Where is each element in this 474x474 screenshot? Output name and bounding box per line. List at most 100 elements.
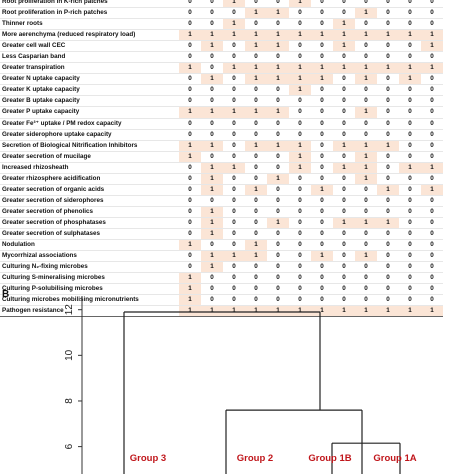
trait-value: 0 bbox=[179, 129, 201, 141]
group-label: Group 1B bbox=[308, 453, 351, 464]
trait-value: 1 bbox=[179, 151, 201, 163]
trait-value: 1 bbox=[399, 62, 421, 75]
table-row: Greater cell wall CEC 0 1 0 1 1 0 0 1 0 0 0 1 bbox=[0, 40, 443, 53]
trait-value: 0 bbox=[267, 206, 289, 218]
trait-value: 0 bbox=[421, 0, 443, 9]
trait-value: 0 bbox=[377, 18, 399, 31]
trait-label: Culturing S-mineralising microbes bbox=[0, 272, 179, 285]
trait-value: 0 bbox=[377, 173, 399, 185]
trait-value: 0 bbox=[223, 206, 245, 218]
trait-value: 0 bbox=[223, 151, 245, 163]
trait-value: 1 bbox=[289, 73, 311, 86]
trait-value: 1 bbox=[245, 106, 267, 119]
trait-value: 0 bbox=[245, 261, 267, 274]
trait-value: 1 bbox=[179, 239, 201, 252]
trait-value: 0 bbox=[377, 106, 399, 119]
trait-value: 0 bbox=[245, 294, 267, 307]
dendrogram-branches bbox=[123, 311, 401, 474]
trait-value: 0 bbox=[399, 272, 421, 285]
trait-value: 0 bbox=[201, 7, 223, 20]
trait-value: 0 bbox=[179, 18, 201, 31]
trait-value: 0 bbox=[289, 7, 311, 20]
trait-value: 0 bbox=[223, 73, 245, 86]
trait-label: More aerenchyma (reduced respiratory loa… bbox=[0, 29, 179, 42]
trait-value: 0 bbox=[245, 0, 267, 9]
trait-value: 0 bbox=[399, 7, 421, 20]
trait-value: 1 bbox=[245, 40, 267, 53]
trait-value: 0 bbox=[333, 51, 355, 64]
trait-value: 1 bbox=[355, 29, 377, 42]
trait-value: 1 bbox=[245, 140, 267, 152]
trait-value: 0 bbox=[311, 206, 333, 218]
trait-value: 1 bbox=[355, 173, 377, 185]
trait-value: 0 bbox=[421, 129, 443, 141]
trait-value: 0 bbox=[333, 173, 355, 185]
trait-value: 1 bbox=[333, 18, 355, 31]
trait-value: 0 bbox=[223, 95, 245, 108]
trait-value: 0 bbox=[399, 228, 421, 241]
trait-value: 1 bbox=[223, 62, 245, 75]
trait-value: 0 bbox=[311, 228, 333, 241]
trait-value: 0 bbox=[311, 106, 333, 119]
trait-value: 1 bbox=[201, 206, 223, 218]
trait-value: 0 bbox=[421, 18, 443, 31]
trait-value: 0 bbox=[267, 239, 289, 252]
trait-value: 0 bbox=[355, 0, 377, 9]
trait-value: 0 bbox=[399, 173, 421, 185]
y-tick-label: 12 bbox=[64, 304, 75, 316]
trait-table: Root proliferation in K-rich patches 0 0 1 0… bbox=[0, 0, 443, 318]
trait-value: 0 bbox=[267, 294, 289, 307]
trait-label: Greater K uptake capacity bbox=[0, 84, 179, 97]
trait-value: 0 bbox=[399, 151, 421, 163]
trait-value: 1 bbox=[399, 162, 421, 174]
trait-value: 0 bbox=[245, 151, 267, 163]
trait-value: 1 bbox=[201, 29, 223, 42]
trait-label: Thinner roots bbox=[0, 18, 179, 31]
trait-value: 0 bbox=[223, 195, 245, 207]
trait-value: 1 bbox=[179, 140, 201, 152]
trait-value: 0 bbox=[179, 250, 201, 263]
trait-value: 1 bbox=[333, 162, 355, 174]
trait-label: Greater secretion of phenolics bbox=[0, 206, 179, 218]
trait-value: 0 bbox=[201, 18, 223, 31]
trait-value: 0 bbox=[377, 51, 399, 64]
trait-value: 0 bbox=[355, 129, 377, 141]
trait-value: 0 bbox=[421, 73, 443, 86]
trait-value: 0 bbox=[421, 228, 443, 241]
trait-value: 0 bbox=[289, 283, 311, 296]
trait-value: 0 bbox=[421, 106, 443, 119]
table-row: Greater rhizosphere acidification 0 1 0 0 1 0 0… bbox=[0, 173, 443, 185]
trait-value: 0 bbox=[377, 250, 399, 263]
trait-value: 0 bbox=[245, 217, 267, 229]
trait-value: 0 bbox=[267, 195, 289, 207]
trait-value: 0 bbox=[245, 51, 267, 64]
trait-value: 0 bbox=[377, 73, 399, 86]
trait-value: 0 bbox=[179, 228, 201, 241]
table-row: Greater secretion of siderophores 0 0 0 0 0 0 0… bbox=[0, 195, 443, 207]
trait-value: 1 bbox=[421, 62, 443, 75]
table-row: Greater secretion of phosphatases 0 1 0 0 1 0 0… bbox=[0, 217, 443, 229]
trait-value: 0 bbox=[333, 73, 355, 86]
trait-value: 0 bbox=[377, 84, 399, 97]
trait-label: Nodulation bbox=[0, 239, 179, 252]
trait-value: 1 bbox=[355, 106, 377, 119]
table-row: Culturing N₂-fixing microbes 0 1 0 0 0 0 0 0 0 0 0 0 bbox=[0, 261, 443, 274]
trait-label: Root proliferation in P-rich patches bbox=[0, 7, 179, 20]
trait-value: 0 bbox=[377, 261, 399, 274]
trait-value: 0 bbox=[245, 129, 267, 141]
trait-value: 1 bbox=[223, 162, 245, 174]
trait-value: 0 bbox=[421, 7, 443, 20]
trait-value: 1 bbox=[333, 62, 355, 75]
trait-value: 1 bbox=[201, 106, 223, 119]
trait-value: 0 bbox=[289, 106, 311, 119]
trait-value: 1 bbox=[311, 62, 333, 75]
trait-value: 0 bbox=[311, 261, 333, 274]
trait-value: 0 bbox=[333, 118, 355, 130]
trait-value: 0 bbox=[289, 18, 311, 31]
trait-value: 0 bbox=[355, 272, 377, 285]
trait-value: 1 bbox=[223, 18, 245, 31]
table-row: Culturing P-solubilising microbes 1 0 0 0 0 0 0… bbox=[0, 283, 443, 296]
trait-value: 1 bbox=[179, 106, 201, 119]
trait-value: 1 bbox=[355, 140, 377, 152]
